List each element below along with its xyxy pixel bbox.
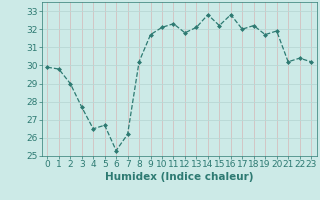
X-axis label: Humidex (Indice chaleur): Humidex (Indice chaleur): [105, 172, 253, 182]
